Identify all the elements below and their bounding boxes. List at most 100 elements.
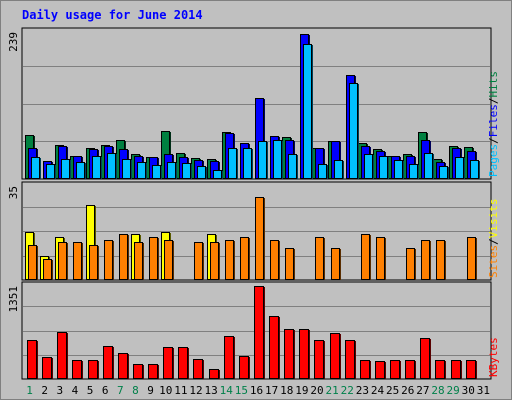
x-tick-label-9: 9 bbox=[147, 384, 154, 397]
bar-sites-17 bbox=[270, 240, 279, 280]
x-tick-label-22: 22 bbox=[341, 384, 354, 397]
y-max-label-1: 35 bbox=[7, 186, 20, 199]
bar-kbytes-19 bbox=[299, 329, 309, 379]
x-tick-label-17: 17 bbox=[265, 384, 278, 397]
bar-sites-12 bbox=[194, 242, 203, 280]
bar-kbytes-27 bbox=[420, 338, 430, 379]
x-tick-label-21: 21 bbox=[326, 384, 339, 397]
bar-pages-25 bbox=[394, 160, 403, 179]
legend-2: KBytes bbox=[487, 337, 500, 377]
bar-sites-23 bbox=[361, 234, 370, 280]
legend-1: Sites/Visits bbox=[487, 199, 500, 279]
bar-kbytes-21 bbox=[330, 333, 340, 379]
bar-kbytes-28 bbox=[435, 360, 445, 379]
x-tick-label-11: 11 bbox=[174, 384, 187, 397]
bar-pages-18 bbox=[288, 154, 297, 179]
bar-sites-13 bbox=[210, 242, 219, 280]
bar-kbytes-8 bbox=[133, 364, 143, 379]
bar-pages-1 bbox=[31, 157, 40, 179]
x-tick-label-20: 20 bbox=[310, 384, 323, 397]
bar-pages-9 bbox=[152, 165, 161, 179]
bar-pages-29 bbox=[455, 157, 464, 179]
bar-pages-4 bbox=[76, 162, 85, 179]
bar-sites-2 bbox=[43, 259, 52, 280]
x-tick-label-23: 23 bbox=[356, 384, 369, 397]
bar-pages-6 bbox=[107, 153, 116, 179]
legend-0: Pages/Files/Hits bbox=[487, 71, 500, 177]
bar-pages-22 bbox=[349, 83, 358, 179]
x-tick-label-8: 8 bbox=[132, 384, 139, 397]
bar-pages-27 bbox=[424, 153, 433, 179]
x-tick-label-27: 27 bbox=[416, 384, 429, 397]
x-tick-label-4: 4 bbox=[72, 384, 79, 397]
bar-sites-9 bbox=[149, 237, 158, 280]
bar-kbytes-20 bbox=[314, 340, 324, 379]
bar-pages-20 bbox=[318, 164, 327, 179]
bar-kbytes-26 bbox=[405, 360, 415, 379]
legend-separator: / bbox=[487, 137, 500, 144]
bar-pages-3 bbox=[61, 159, 70, 179]
x-tick-label-2: 2 bbox=[41, 384, 48, 397]
x-tick-label-7: 7 bbox=[117, 384, 124, 397]
bar-sites-10 bbox=[164, 240, 173, 280]
x-tick-label-5: 5 bbox=[87, 384, 94, 397]
bar-kbytes-13 bbox=[209, 369, 219, 379]
bar-kbytes-9 bbox=[148, 364, 158, 379]
bar-sites-30 bbox=[467, 237, 476, 280]
bar-pages-19 bbox=[303, 44, 312, 179]
bar-pages-13 bbox=[213, 170, 222, 179]
bar-kbytes-30 bbox=[466, 360, 476, 379]
bar-kbytes-23 bbox=[360, 360, 370, 379]
x-tick-label-28: 28 bbox=[431, 384, 444, 397]
bar-sites-3 bbox=[58, 242, 67, 280]
bar-sites-4 bbox=[73, 242, 82, 280]
bar-kbytes-29 bbox=[451, 360, 461, 379]
x-tick-label-15: 15 bbox=[235, 384, 248, 397]
bar-pages-11 bbox=[182, 163, 191, 179]
bar-sites-21 bbox=[331, 248, 340, 280]
bar-kbytes-11 bbox=[178, 347, 188, 379]
x-tick-label-13: 13 bbox=[204, 384, 217, 397]
bar-sites-16 bbox=[255, 197, 264, 280]
bar-kbytes-15 bbox=[239, 356, 249, 379]
x-tick-label-16: 16 bbox=[250, 384, 263, 397]
x-tick-label-24: 24 bbox=[371, 384, 385, 397]
x-tick-label-26: 26 bbox=[401, 384, 414, 397]
bar-pages-23 bbox=[364, 154, 373, 179]
bar-kbytes-10 bbox=[163, 347, 173, 379]
bar-sites-6 bbox=[104, 240, 113, 280]
x-tick-label-6: 6 bbox=[102, 384, 109, 397]
bar-kbytes-6 bbox=[103, 346, 113, 379]
bar-pages-15 bbox=[243, 148, 252, 179]
bar-kbytes-7 bbox=[118, 353, 128, 379]
x-tick-label-1: 1 bbox=[26, 384, 33, 397]
bar-kbytes-25 bbox=[390, 360, 400, 379]
legend-hits: Hits bbox=[487, 71, 500, 98]
legend-pages: Pages bbox=[487, 144, 500, 177]
bar-kbytes-1 bbox=[27, 340, 37, 379]
bar-pages-24 bbox=[379, 156, 388, 179]
bar-kbytes-5 bbox=[88, 360, 98, 379]
bar-pages-14 bbox=[228, 148, 237, 179]
bar-sites-5 bbox=[89, 245, 98, 280]
bar-pages-28 bbox=[439, 166, 448, 179]
x-tick-label-14: 14 bbox=[220, 384, 234, 397]
legend-visits: Visits bbox=[487, 199, 500, 239]
bar-kbytes-12 bbox=[193, 359, 203, 379]
bar-kbytes-22 bbox=[345, 340, 355, 379]
x-tick-label-19: 19 bbox=[295, 384, 308, 397]
y-max-label-2: 1351 bbox=[7, 286, 20, 313]
bar-sites-18 bbox=[285, 248, 294, 280]
bar-sites-7 bbox=[119, 234, 128, 280]
legend-separator: / bbox=[487, 98, 500, 105]
bar-sites-27 bbox=[421, 240, 430, 280]
bar-pages-12 bbox=[197, 166, 206, 179]
legend-kbytes: KBytes bbox=[487, 337, 500, 377]
x-tick-label-29: 29 bbox=[447, 384, 460, 397]
bar-pages-2 bbox=[46, 164, 55, 179]
bar-kbytes-4 bbox=[72, 360, 82, 379]
bar-sites-20 bbox=[315, 237, 324, 280]
bar-kbytes-16 bbox=[254, 286, 264, 379]
